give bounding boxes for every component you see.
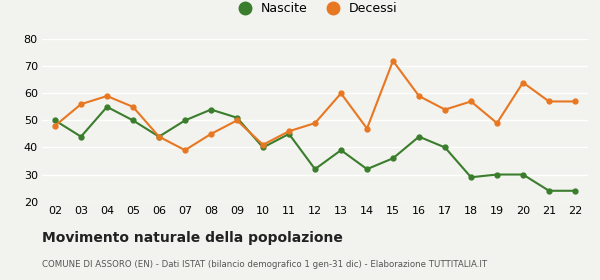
Nascite	[208, 108, 215, 111]
Decessi	[442, 108, 449, 111]
Decessi	[571, 100, 578, 103]
Nascite	[442, 146, 449, 149]
Decessi	[520, 81, 527, 84]
Nascite	[571, 189, 578, 192]
Legend: Nascite, Decessi: Nascite, Decessi	[227, 0, 403, 20]
Decessi	[493, 122, 500, 125]
Decessi	[259, 143, 266, 146]
Nascite	[389, 157, 397, 160]
Decessi	[155, 135, 163, 138]
Nascite	[286, 132, 293, 136]
Nascite	[259, 146, 266, 149]
Decessi	[364, 127, 371, 130]
Decessi	[103, 94, 110, 98]
Decessi	[311, 122, 319, 125]
Decessi	[233, 119, 241, 122]
Nascite	[364, 167, 371, 171]
Nascite	[130, 119, 137, 122]
Decessi	[181, 148, 188, 152]
Nascite	[77, 135, 85, 138]
Nascite	[181, 119, 188, 122]
Decessi	[545, 100, 553, 103]
Decessi	[130, 105, 137, 109]
Nascite	[155, 135, 163, 138]
Nascite	[311, 167, 319, 171]
Nascite	[103, 105, 110, 109]
Text: COMUNE DI ASSORO (EN) - Dati ISTAT (bilancio demografico 1 gen-31 dic) - Elabora: COMUNE DI ASSORO (EN) - Dati ISTAT (bila…	[42, 260, 487, 269]
Nascite	[52, 119, 59, 122]
Line: Decessi: Decessi	[53, 59, 577, 153]
Decessi	[337, 92, 344, 95]
Decessi	[286, 130, 293, 133]
Decessi	[467, 100, 475, 103]
Decessi	[52, 124, 59, 127]
Nascite	[493, 173, 500, 176]
Decessi	[389, 59, 397, 62]
Nascite	[467, 176, 475, 179]
Nascite	[415, 135, 422, 138]
Decessi	[208, 132, 215, 136]
Decessi	[415, 94, 422, 98]
Decessi	[77, 102, 85, 106]
Nascite	[337, 148, 344, 152]
Line: Nascite: Nascite	[53, 104, 577, 193]
Nascite	[520, 173, 527, 176]
Nascite	[233, 116, 241, 119]
Text: Movimento naturale della popolazione: Movimento naturale della popolazione	[42, 231, 343, 245]
Nascite	[545, 189, 553, 192]
